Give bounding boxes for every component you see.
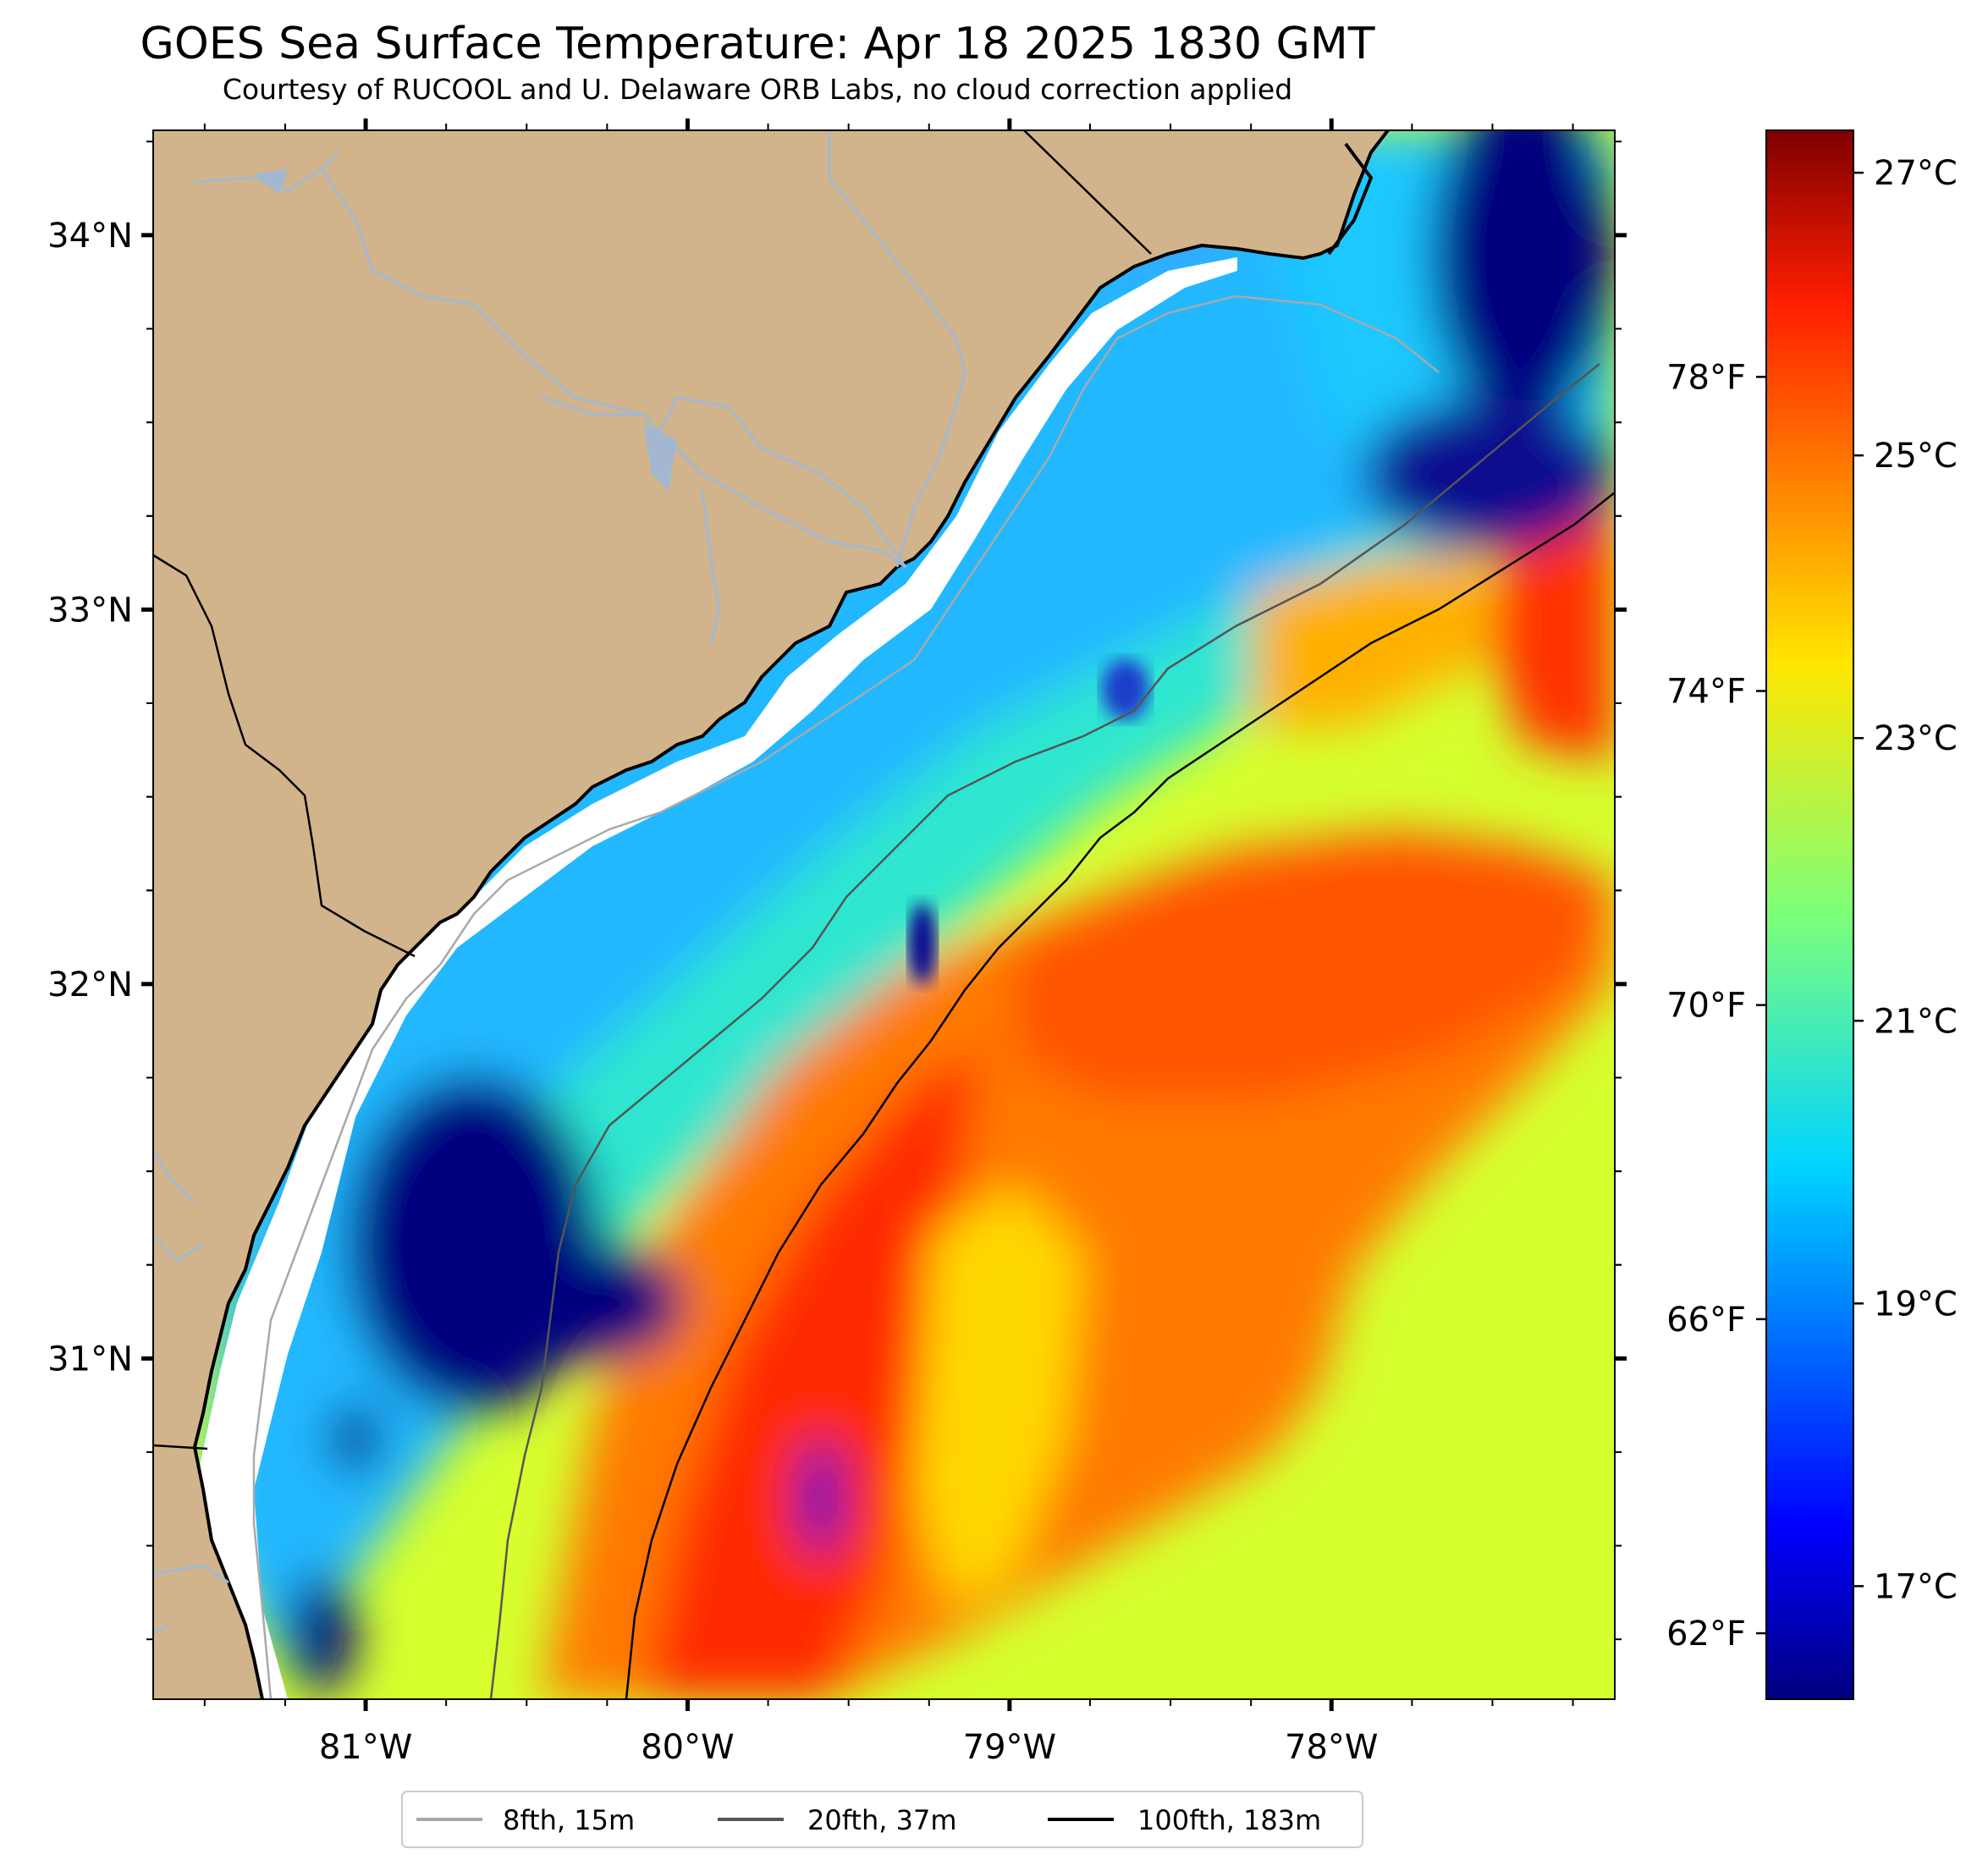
coastline [192, 130, 1390, 1699]
celsius-tick-label: 21°C [1874, 1002, 1958, 1041]
latitude-ticks: 34°N 33°N 32°N 31°N [47, 140, 1627, 1641]
fahrenheit-tick-label: 62°F [1666, 1615, 1746, 1654]
lon-tick-label: 79°W [963, 1728, 1056, 1767]
map-frame [152, 129, 1616, 1700]
legend-label: 100fth, 183m [1137, 1804, 1321, 1836]
figure-title: GOES Sea Surface Temperature: Apr 18 202… [140, 19, 1375, 69]
legend-label: 8fth, 15m [503, 1804, 635, 1836]
cold-eddy [1102, 659, 1149, 720]
isobath-legend: 8fth, 15m 20fth, 37m 100fth, 183m [401, 1791, 1363, 1848]
fahrenheit-tick-label: 70°F [1666, 987, 1746, 1026]
celsius-tick-label: 17°C [1874, 1567, 1958, 1606]
figure-subtitle: Courtesy of RUCOOL and U. Delaware ORB L… [222, 73, 1293, 106]
colorbar [1766, 130, 1853, 1699]
lon-tick-label: 78°W [1285, 1728, 1378, 1767]
isobath-8fth [252, 294, 1440, 1699]
cold-eddy [909, 903, 936, 984]
isobath-20fth [489, 363, 1600, 1699]
celsius-tick-label: 25°C [1874, 437, 1958, 476]
map-panel [153, 130, 1615, 1699]
celsius-tick-label: 19°C [1874, 1285, 1958, 1323]
state-border [153, 553, 416, 958]
legend-box [401, 1791, 1363, 1848]
lat-tick-label: 31°N [47, 1340, 133, 1378]
isobath-100fth [625, 492, 1615, 1699]
land [153, 130, 1388, 1699]
no-data-strip [195, 257, 1237, 1699]
celsius-ticks: 27°C 25°C 23°C 21°C 19°C 17°C [1853, 154, 1958, 1606]
celsius-tick-label: 23°C [1874, 719, 1958, 758]
sst-field [212, 130, 1615, 1699]
rivers [153, 130, 966, 1635]
longitude-ticks: 81°W 80°W 79°W 78°W [203, 118, 1574, 1767]
celsius-tick-label: 27°C [1874, 154, 1958, 193]
coastline [1327, 142, 1374, 256]
lon-tick-label: 81°W [319, 1728, 412, 1767]
lat-tick-label: 32°N [47, 966, 133, 1004]
lat-tick-label: 33°N [47, 591, 133, 630]
fahrenheit-tick-label: 78°F [1666, 358, 1746, 397]
state-border [1023, 130, 1152, 255]
legend-label: 20fth, 37m [807, 1804, 956, 1836]
fahrenheit-tick-label: 66°F [1666, 1301, 1746, 1340]
lake [254, 169, 288, 195]
colorbar-frame [1765, 129, 1854, 1700]
lon-tick-label: 80°W [641, 1728, 734, 1767]
fahrenheit-tick-label: 74°F [1666, 673, 1746, 712]
lake [643, 423, 677, 491]
fahrenheit-ticks: 78°F 74°F 70°F 66°F 62°F [1666, 358, 1766, 1654]
lat-tick-label: 34°N [47, 217, 133, 256]
state-border [153, 1444, 208, 1450]
